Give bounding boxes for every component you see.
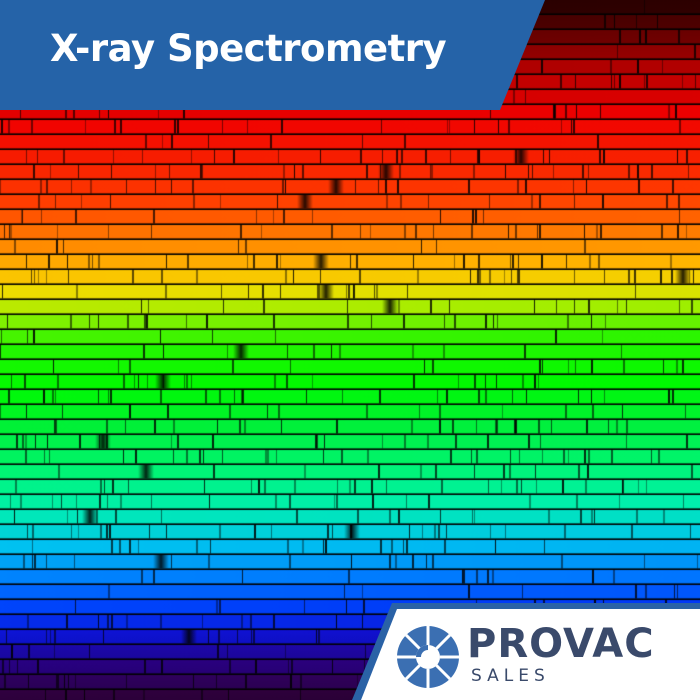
provac-logo-mark-icon [397,626,459,688]
logo-tagline: SALES [471,666,550,686]
logo-name: PROVAC [467,621,655,667]
provac-logo: PROVAC SALES [395,622,695,692]
page-title: X-ray Spectrometry [50,27,447,70]
